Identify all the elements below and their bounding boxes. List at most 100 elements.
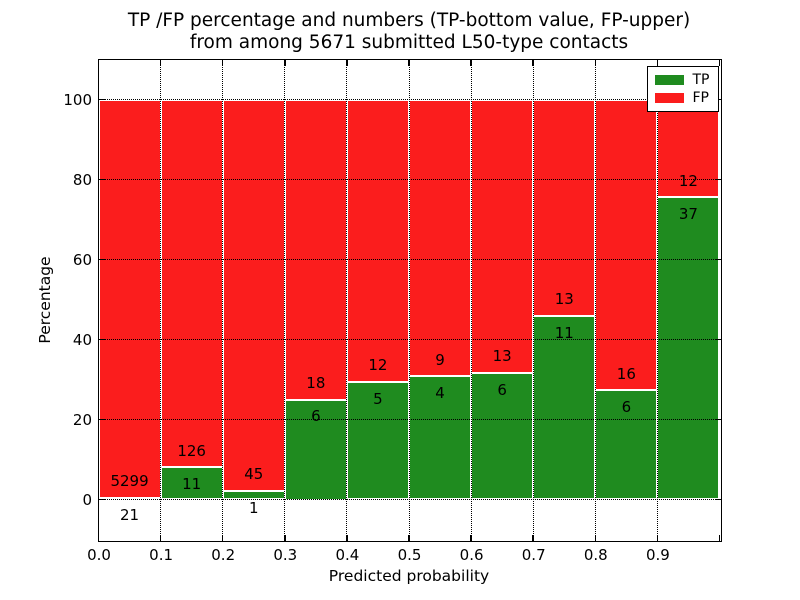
tick-top-0.2 bbox=[221, 59, 224, 66]
bar-segment-tp-3 bbox=[284, 399, 347, 500]
bar-segment-fp-1 bbox=[160, 99, 223, 468]
tick-top-0.6 bbox=[470, 59, 472, 66]
bar-count-fp-8: 16 bbox=[616, 364, 636, 383]
bar-segment-fp-9 bbox=[657, 99, 720, 198]
gridline-x-0.8 bbox=[594, 59, 596, 540]
bar-count-tp-0: 21 bbox=[120, 505, 140, 524]
x-tick-label-0.4: 0.4 bbox=[335, 546, 360, 564]
bar-segment-fp-6 bbox=[471, 99, 534, 374]
tick-top-1 bbox=[718, 59, 721, 66]
legend-row-fp: FP bbox=[654, 89, 712, 108]
x-tick-label-0.7: 0.7 bbox=[521, 546, 546, 564]
gridline-x-0.1 bbox=[160, 59, 162, 540]
tick-top-0.7 bbox=[532, 59, 534, 66]
y-tick-label-20: 20 bbox=[72, 411, 92, 429]
gridline-x-0.2 bbox=[222, 59, 224, 540]
bar-count-fp-4: 12 bbox=[368, 356, 388, 375]
tick-bottom-0.9 bbox=[656, 534, 659, 541]
bar-count-fp-6: 13 bbox=[492, 347, 512, 366]
bar-segment-fp-5 bbox=[409, 99, 472, 377]
x-axis-label: Predicted probability bbox=[328, 567, 490, 585]
y-tick-label-60: 60 bbox=[72, 251, 92, 269]
y-tick-label-0: 0 bbox=[82, 491, 92, 509]
tick-top-0.3 bbox=[284, 59, 286, 66]
plot-area: TP FP 5299 21 126 11 45 1 18 6 12 5 9 4 13 6 13 11 16 6 12 3… bbox=[97, 58, 722, 542]
bar-count-fp-2: 45 bbox=[244, 465, 264, 483]
gridline-x-0.3 bbox=[284, 59, 286, 540]
bar-count-fp-9: 12 bbox=[678, 171, 698, 190]
chart-title-line2: from among 5671 submitted L50-type conta… bbox=[189, 32, 629, 53]
bar-count-fp-0: 5299 bbox=[110, 472, 149, 491]
y-tick-label-80: 80 bbox=[72, 171, 92, 189]
bar-segment-fp-2 bbox=[222, 99, 285, 491]
x-tick-label-0.8: 0.8 bbox=[583, 546, 608, 564]
tick-right-40 bbox=[714, 338, 721, 341]
tick-left-100 bbox=[98, 98, 105, 101]
legend: TP FP bbox=[646, 65, 719, 112]
gridline-x-0.6 bbox=[470, 59, 472, 540]
tick-bottom-0.6 bbox=[470, 534, 472, 541]
x-tick-label-0.0: 0.0 bbox=[87, 546, 111, 564]
bar-segment-fp-7 bbox=[533, 99, 596, 317]
bar-count-tp-1: 11 bbox=[182, 475, 202, 494]
chart-title-line1: TP /FP percentage and numbers (TP-bottom… bbox=[127, 10, 691, 31]
bar-count-tp-2: 1 bbox=[248, 498, 259, 517]
gridline-y-100 bbox=[98, 99, 720, 100]
tick-top-0 bbox=[97, 59, 100, 66]
x-tick-label-0.9: 0.9 bbox=[645, 546, 670, 564]
gridline-y-40 bbox=[98, 339, 720, 340]
y-tick-label-40: 40 bbox=[72, 331, 92, 349]
chart-title: TP /FP percentage and numbers (TP-bottom… bbox=[97, 10, 721, 54]
legend-patch-fp bbox=[654, 93, 684, 104]
bar-count-fp-7: 13 bbox=[554, 290, 574, 309]
bar-count-tp-4: 5 bbox=[373, 389, 383, 408]
tick-left-60 bbox=[98, 258, 105, 261]
tick-bottom-0.7 bbox=[532, 534, 534, 541]
bar-segment-fp-3 bbox=[284, 99, 347, 400]
tick-bottom-0.5 bbox=[408, 534, 410, 541]
tick-top-0.8 bbox=[594, 59, 597, 66]
x-tick-label-0.1: 0.1 bbox=[149, 546, 174, 564]
legend-row-tp: TP bbox=[654, 71, 712, 90]
tick-right-60 bbox=[714, 258, 721, 261]
tick-top-0.1 bbox=[159, 59, 162, 66]
tick-bottom-0 bbox=[97, 534, 100, 541]
gridline-x-0.7 bbox=[532, 59, 534, 540]
bar-count-tp-8: 6 bbox=[621, 398, 632, 417]
tick-left-20 bbox=[98, 418, 105, 421]
bar-segment-tp-8 bbox=[595, 390, 658, 500]
gridline-y-80 bbox=[98, 179, 720, 180]
legend-label-fp: FP bbox=[692, 90, 710, 107]
tick-bottom-0.8 bbox=[594, 534, 597, 541]
bar-segment-tp-4 bbox=[346, 381, 409, 500]
bar-count-fp-3: 18 bbox=[306, 373, 326, 392]
x-tick-label-0.6: 0.6 bbox=[459, 546, 484, 564]
legend-label-tp: TP bbox=[692, 71, 710, 88]
gridline-x-0.5 bbox=[408, 59, 410, 540]
tick-top-0.4 bbox=[346, 59, 348, 66]
gridline-y-20 bbox=[98, 419, 720, 420]
tick-bottom-0.2 bbox=[221, 534, 224, 541]
tick-bottom-0.1 bbox=[159, 534, 162, 541]
legend-patch-tp bbox=[654, 74, 684, 85]
bar-count-tp-6: 6 bbox=[497, 380, 507, 399]
tick-right-20 bbox=[714, 418, 721, 421]
gridline-y-0 bbox=[98, 499, 720, 500]
tick-right-0 bbox=[714, 498, 721, 501]
x-tick-label-0.3: 0.3 bbox=[273, 546, 298, 564]
tick-bottom-0.4 bbox=[346, 534, 348, 541]
tick-top-0.5 bbox=[408, 59, 410, 66]
x-tick-label-0.5: 0.5 bbox=[397, 546, 422, 564]
bar-count-tp-7: 11 bbox=[554, 323, 574, 342]
bar-segment-tp-7 bbox=[533, 316, 596, 500]
bar-count-fp-1: 126 bbox=[177, 441, 206, 460]
bar-segment-tp-6 bbox=[471, 373, 534, 500]
tick-left-40 bbox=[98, 338, 105, 341]
gridline-y-60 bbox=[98, 259, 720, 260]
bar-count-tp-5: 4 bbox=[435, 384, 445, 403]
tick-bottom-1 bbox=[718, 534, 721, 541]
tick-top-0.9 bbox=[656, 59, 659, 66]
bar-segment-tp-9 bbox=[657, 197, 720, 500]
bar-segment-tp-5 bbox=[409, 376, 472, 500]
